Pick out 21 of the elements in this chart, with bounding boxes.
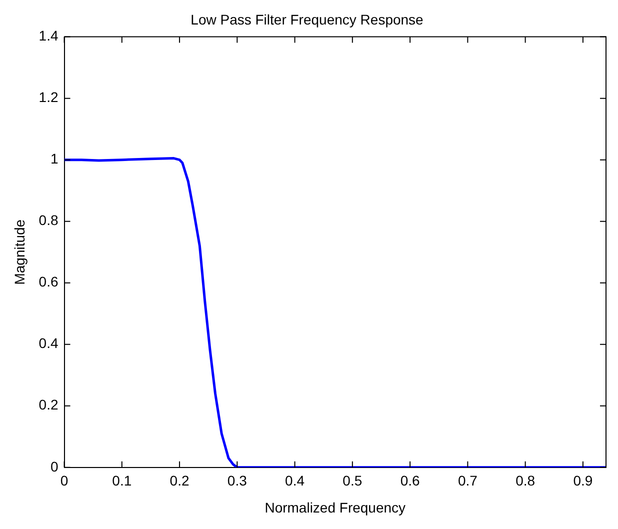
y-tick-label: 0.4 [38, 335, 58, 352]
chart-title: Low Pass Filter Frequency Response [190, 11, 424, 28]
x-tick-label: 0.2 [170, 472, 190, 489]
y-tick-label: 0.8 [38, 212, 58, 228]
y-tick-label: 0.6 [38, 274, 58, 290]
y-tick-label: 1 [50, 150, 58, 167]
x-tick-label: 0.7 [458, 472, 478, 489]
x-axis-title: Normalized Frequency [264, 499, 406, 516]
y-tick-label: 0.2 [38, 396, 58, 413]
y-tick-label: 0 [50, 458, 58, 474]
y-tick-label: 1.4 [38, 28, 58, 44]
x-tick-label: 0.8 [516, 472, 536, 489]
x-tick-label: 0 [60, 472, 68, 489]
x-tick-label: 0.6 [400, 472, 420, 489]
x-tick-label: 0.5 [342, 472, 362, 489]
y-axis-title: Magnitude [11, 219, 28, 285]
y-tick-label: 1.2 [38, 89, 58, 106]
x-tick-label: 0.9 [573, 472, 593, 489]
x-tick-label: 0.1 [112, 472, 132, 489]
x-tick-label: 0.3 [227, 472, 248, 489]
x-tick-label: 0.4 [285, 472, 305, 489]
